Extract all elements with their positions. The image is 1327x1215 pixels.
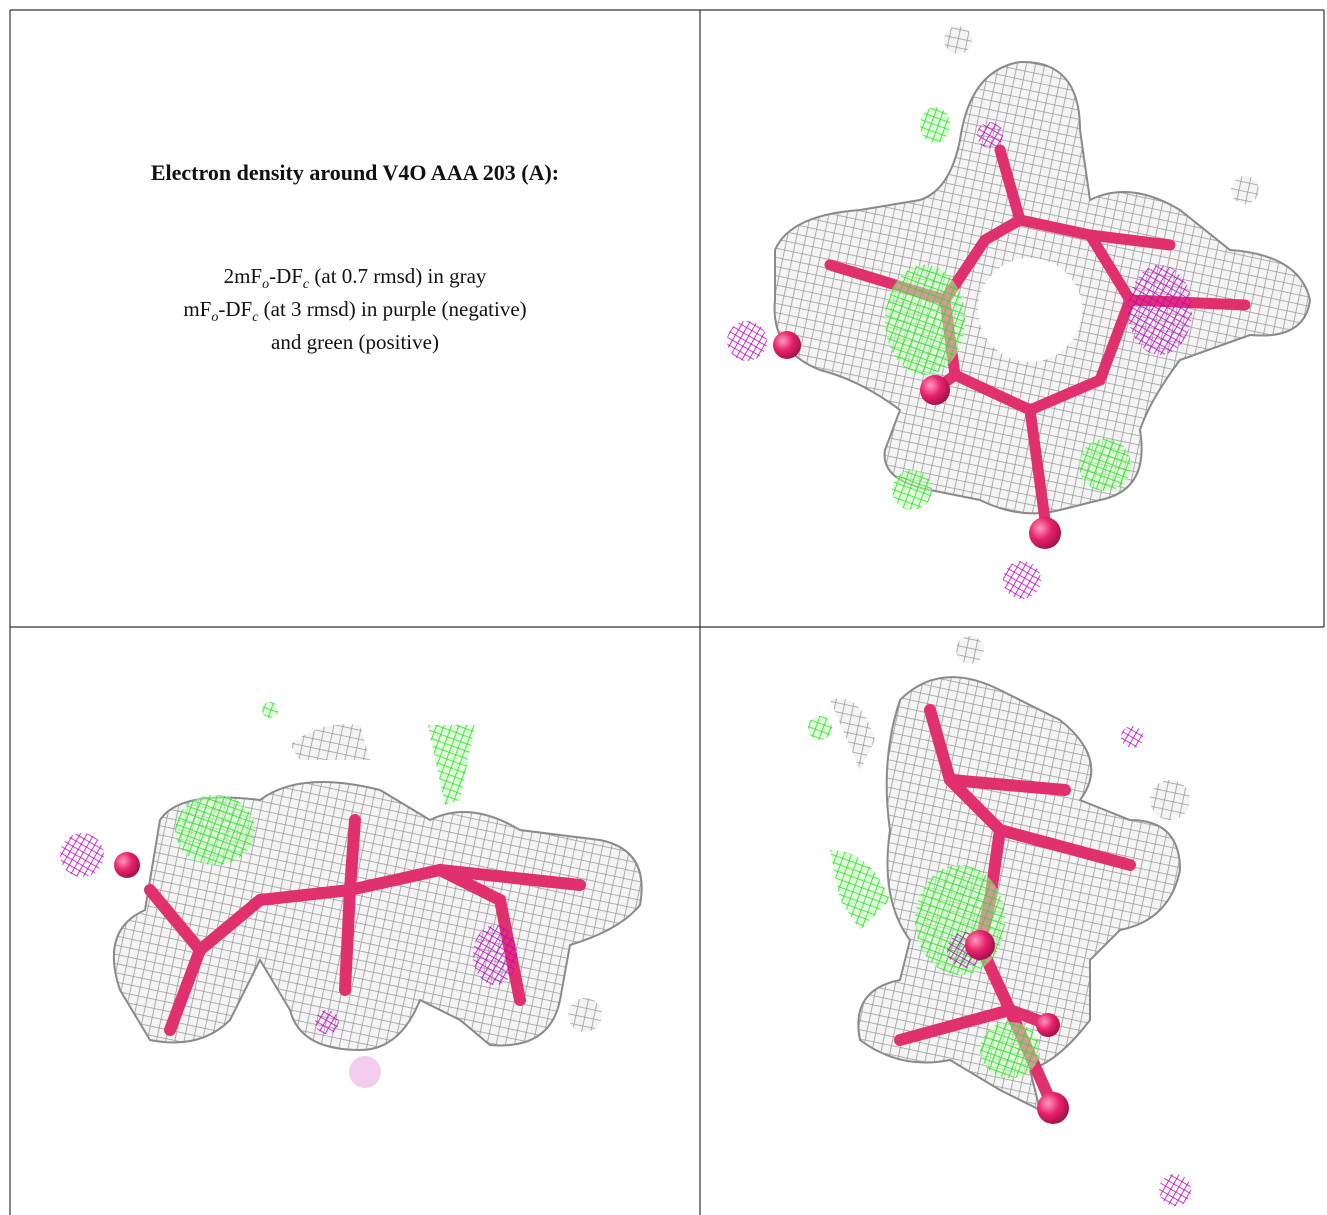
text-run: (at 0.7 rmsd) in gray — [309, 264, 487, 288]
text-run: -DF — [218, 297, 253, 322]
density-view-side — [60, 702, 643, 1088]
subscript: c — [302, 277, 310, 293]
caption-line: mFo-DFc (at 3 rmsd) in purple (negative) — [10, 297, 700, 330]
text-run: 2mF — [223, 264, 263, 288]
text-run: mF — [183, 297, 212, 322]
density-view-end — [808, 636, 1191, 1206]
caption-title: Electron density around V4O AAA 203 (A): — [150, 160, 560, 185]
caption-line: 2mFo-DFc (at 0.7 rmsd) in gray — [10, 264, 700, 297]
table-borders — [9, 9, 1325, 1215]
text-run: (at 3 rmsd) in purple (negative) — [258, 297, 527, 322]
text-run: -DF — [269, 264, 303, 288]
subscript: o — [211, 310, 219, 326]
caption: Electron density around V4O AAA 203 (A):… — [10, 160, 700, 354]
subscript: o — [262, 277, 270, 293]
subscript: c — [252, 310, 259, 326]
caption-lines: 2mFo-DFc (at 0.7 rmsd) in gray mFo-DFc (a… — [10, 264, 700, 354]
caption-line: and green (positive) — [10, 330, 700, 354]
density-view-top — [727, 26, 1312, 599]
text-run: and green (positive) — [271, 330, 439, 355]
